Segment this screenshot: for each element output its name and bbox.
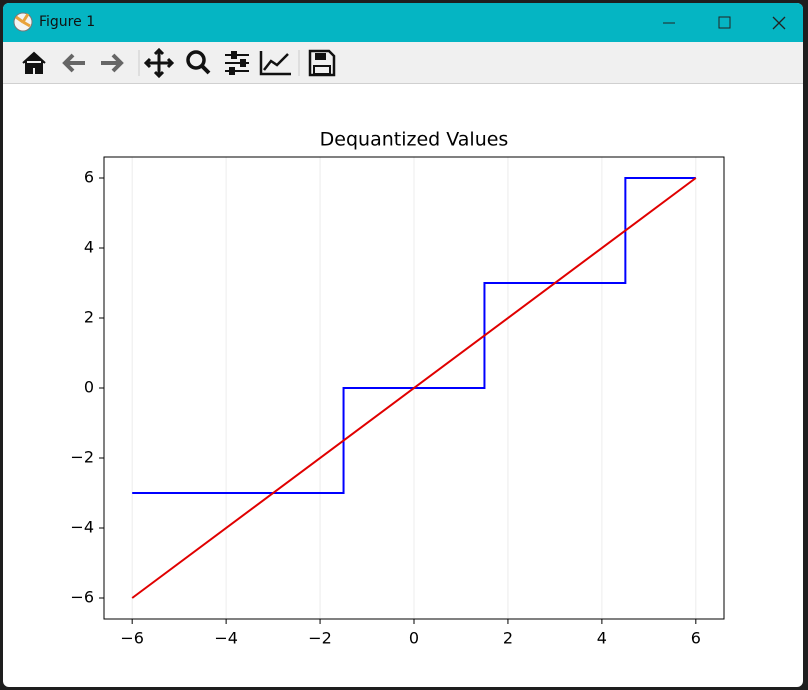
toolbar [3, 42, 803, 84]
plot-frame [103, 156, 725, 620]
x-tick-label: 4 [597, 629, 607, 648]
pan-button[interactable] [143, 47, 175, 79]
x-tick-label: −2 [308, 629, 332, 648]
title-bar: Figure 1 [3, 3, 803, 42]
app-icon [13, 12, 33, 32]
maximize-button[interactable] [718, 16, 731, 29]
window-title: Figure 1 [39, 14, 96, 30]
edit-axis-button[interactable] [259, 51, 291, 76]
x-tick-label: −6 [120, 629, 144, 648]
x-tick-label: 6 [691, 629, 701, 648]
window: Figure 1 [3, 3, 803, 687]
x-tick-label: 0 [409, 629, 419, 648]
save-button[interactable] [308, 49, 336, 77]
close-button[interactable] [772, 16, 786, 30]
y-tick-label: 6 [84, 168, 94, 187]
configure-button[interactable] [225, 51, 249, 75]
y-tick-label: −6 [70, 588, 94, 607]
back-button[interactable] [62, 53, 85, 73]
y-tick-label: −4 [70, 518, 94, 537]
chart-title: Dequantized Values [320, 129, 509, 151]
data-line [131, 177, 697, 599]
window-controls [663, 16, 786, 30]
home-button[interactable] [22, 51, 46, 74]
y-tick-label: 0 [84, 378, 94, 397]
x-tick-label: −4 [214, 629, 238, 648]
y-tick-label: 4 [84, 238, 94, 257]
forward-button[interactable] [101, 53, 124, 73]
zoom-button[interactable] [186, 50, 211, 75]
toolbar-icons [22, 47, 336, 79]
y-tick-label: −2 [70, 448, 94, 467]
x-tick-label: 2 [503, 629, 513, 648]
y-tick-label: 2 [84, 308, 94, 327]
